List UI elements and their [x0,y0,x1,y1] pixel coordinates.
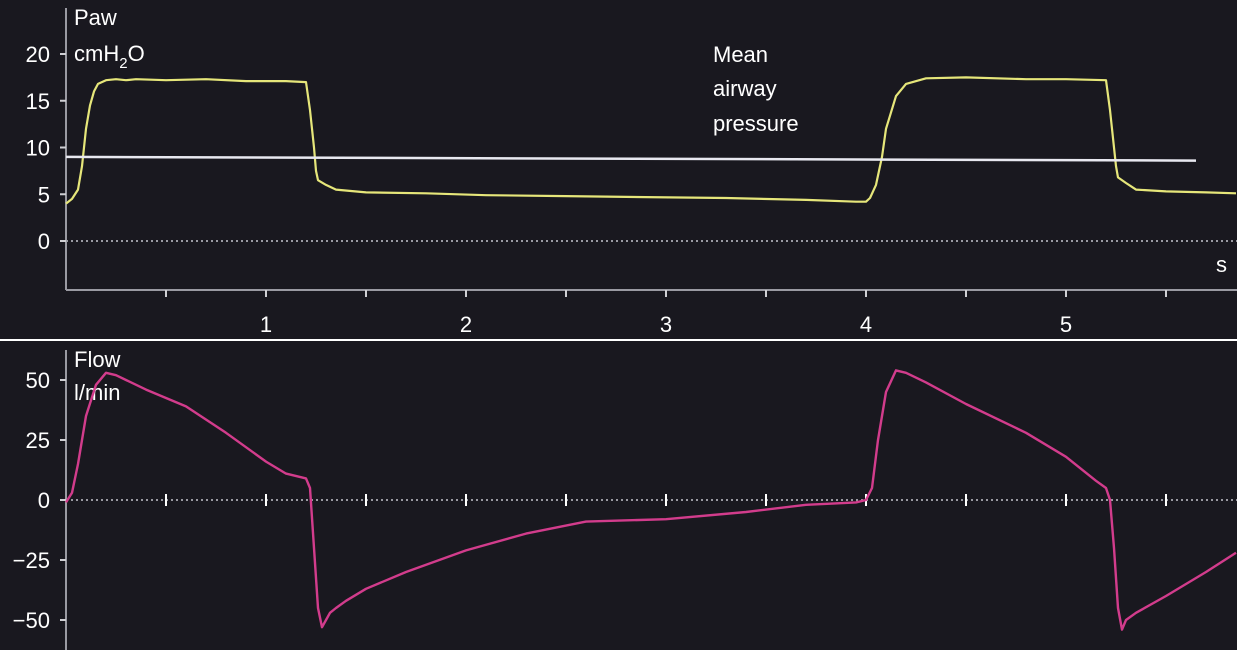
pressure-y-tick-label: 20 [26,42,50,67]
annotation-line-pressure: pressure [713,111,799,136]
pressure-y-tick-label: 0 [38,229,50,254]
pressure-x-tick-label: 5 [1060,312,1072,337]
pressure-panel-label: Paw [74,5,117,30]
mean-airway-pressure-line [65,155,1197,162]
pressure-unit-base: cmH [74,41,119,66]
flow-y-tick-label: 50 [26,368,50,393]
pressure-panel-background [0,0,1237,340]
annotation-line-airway: airway [713,76,777,101]
pressure-x-tick-label: 1 [260,312,272,337]
pressure-unit-label: cmH2O [74,41,145,72]
flow-y-tick-label: 25 [26,428,50,453]
flow-y-tick-label: −25 [13,548,50,573]
pressure-unit-subscript: 2 [119,55,127,72]
pressure-x-tick-label: 2 [460,312,472,337]
pressure-y-tick-label: 15 [26,89,50,114]
airway-pressure-trace [65,76,1237,205]
flow-trace [64,369,1237,631]
pressure-x-tick-label: 3 [660,312,672,337]
pressure-x-tick-label: 4 [860,312,872,337]
pressure-y-tick-label: 10 [26,136,50,161]
flow-y-tick-label: −50 [13,608,50,633]
flow-panel-background [0,340,1237,650]
pressure-unit-tail: O [128,41,145,66]
annotation-line-mean: Mean [713,42,768,67]
pressure-x-unit-label: s [1216,252,1227,277]
flow-panel-label: Flow [74,347,121,372]
flow-y-tick-label: 0 [38,488,50,513]
pressure-y-tick-label: 5 [38,182,50,207]
